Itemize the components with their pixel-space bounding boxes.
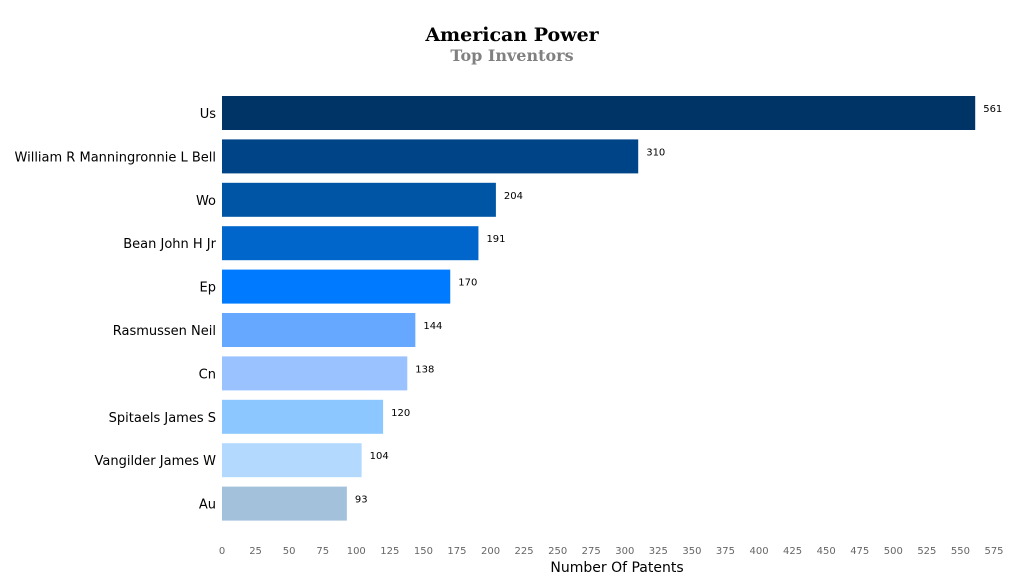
x-tick-label-12: 300 bbox=[615, 546, 634, 557]
bar-3 bbox=[222, 226, 479, 261]
value-label-3: 191 bbox=[486, 234, 505, 245]
x-tick-label-3: 75 bbox=[316, 546, 329, 557]
category-label-1: William R Manningronnie L Bell bbox=[15, 150, 216, 165]
x-tick-label-16: 400 bbox=[749, 546, 768, 557]
value-label-6: 138 bbox=[415, 364, 434, 375]
x-tick-label-22: 550 bbox=[951, 546, 970, 557]
x-tick-label-1: 25 bbox=[249, 546, 262, 557]
value-label-9: 93 bbox=[355, 495, 368, 506]
x-tick-label-11: 275 bbox=[582, 546, 601, 557]
value-label-8: 104 bbox=[370, 451, 389, 462]
x-tick-label-13: 325 bbox=[649, 546, 668, 557]
x-tick-label-9: 225 bbox=[515, 546, 534, 557]
category-labels: Us William R Manningronnie L Bell Wo Bean J… bbox=[15, 107, 217, 513]
x-tick-label-18: 450 bbox=[817, 546, 836, 557]
x-axis-ticks: 0 25 50 75 100 125 150 175 200 225 250 275 300 325 350… bbox=[219, 546, 1004, 557]
bar-7 bbox=[222, 399, 384, 434]
category-label-9: Au bbox=[199, 498, 216, 513]
x-tick-label-15: 375 bbox=[716, 546, 735, 557]
x-tick-label-7: 175 bbox=[447, 546, 466, 557]
category-label-5: Rasmussen Neil bbox=[113, 324, 216, 339]
x-tick-label-0: 0 bbox=[219, 546, 225, 557]
bar-9 bbox=[222, 486, 347, 521]
x-axis-label: Number Of Patents bbox=[550, 560, 683, 576]
bar-1 bbox=[222, 139, 639, 174]
bar-8 bbox=[222, 443, 362, 478]
x-tick-label-5: 125 bbox=[380, 546, 399, 557]
x-tick-label-23: 575 bbox=[984, 546, 1003, 557]
bar-5 bbox=[222, 313, 416, 347]
bars-group bbox=[222, 96, 976, 521]
x-tick-label-10: 250 bbox=[548, 546, 567, 557]
category-label-2: Wo bbox=[196, 194, 216, 209]
bar-6 bbox=[222, 356, 408, 391]
bar-4 bbox=[222, 269, 451, 304]
category-label-7: Spitaels James S bbox=[109, 411, 216, 426]
x-tick-label-4: 100 bbox=[347, 546, 366, 557]
category-label-8: Vangilder James W bbox=[94, 454, 216, 469]
x-tick-label-20: 500 bbox=[884, 546, 903, 557]
category-label-4: Ep bbox=[200, 281, 216, 296]
category-label-3: Bean John H Jr bbox=[123, 237, 216, 252]
value-label-2: 204 bbox=[504, 191, 523, 202]
x-tick-label-17: 425 bbox=[783, 546, 802, 557]
x-tick-label-2: 50 bbox=[283, 546, 296, 557]
x-tick-label-8: 200 bbox=[481, 546, 500, 557]
x-tick-label-6: 150 bbox=[414, 546, 433, 557]
value-label-1: 310 bbox=[646, 147, 665, 158]
value-labels: 561 310 204 191 170 144 138 120 104 93 bbox=[355, 104, 1002, 506]
chart-subtitle: Top Inventors bbox=[450, 46, 573, 65]
category-label-6: Cn bbox=[199, 367, 216, 382]
value-label-7: 120 bbox=[391, 408, 410, 419]
x-tick-label-19: 475 bbox=[850, 546, 869, 557]
value-label-5: 144 bbox=[423, 321, 442, 332]
value-label-0: 561 bbox=[983, 104, 1002, 115]
category-label-0: Us bbox=[200, 107, 217, 122]
x-tick-label-21: 525 bbox=[917, 546, 936, 557]
value-label-4: 170 bbox=[458, 278, 477, 289]
bar-2 bbox=[222, 182, 496, 217]
chart-title: American Power bbox=[424, 24, 599, 46]
bar-0 bbox=[222, 96, 976, 130]
x-tick-label-14: 350 bbox=[682, 546, 701, 557]
